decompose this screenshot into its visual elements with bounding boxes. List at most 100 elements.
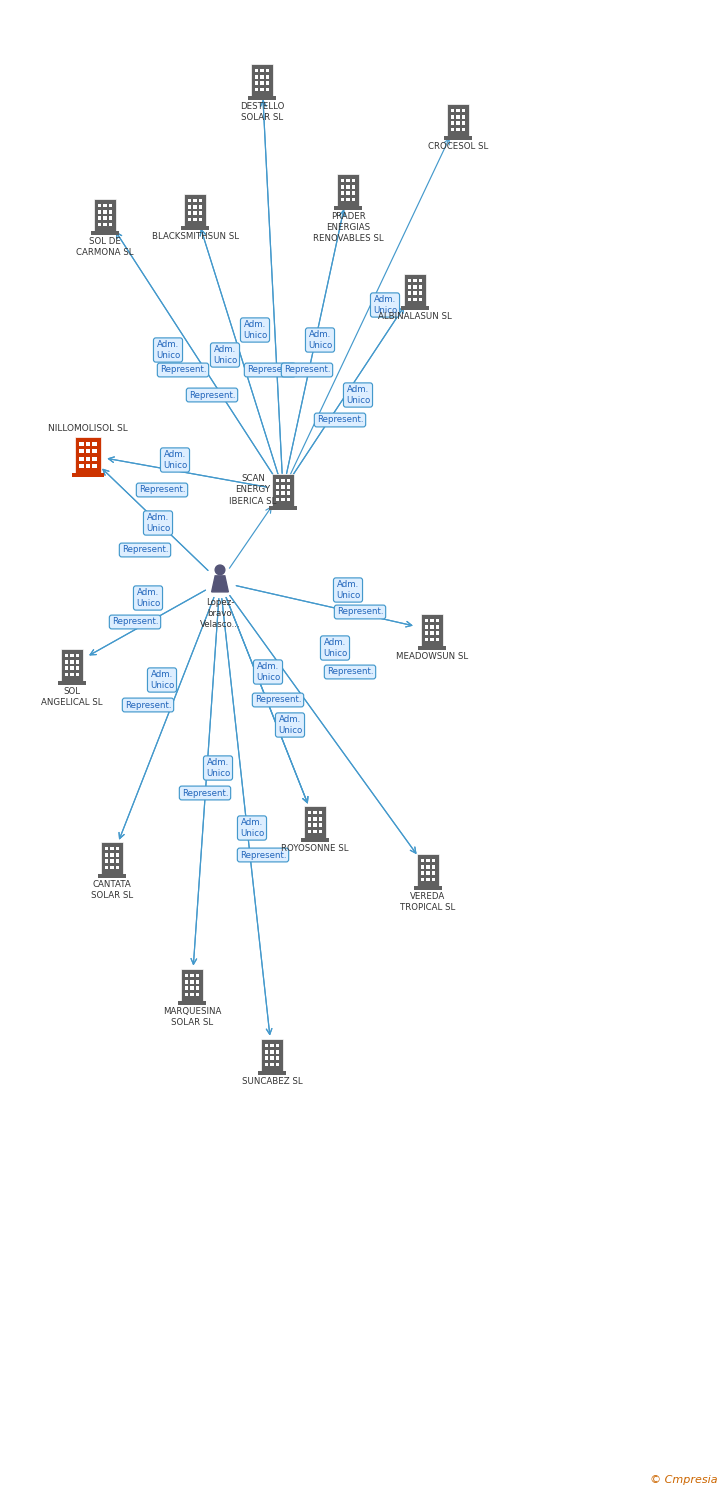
Bar	[426, 871, 430, 874]
Bar	[188, 198, 191, 202]
Bar	[270, 1064, 274, 1066]
Bar	[430, 626, 434, 628]
Bar	[199, 206, 202, 209]
Bar	[347, 198, 349, 201]
Bar	[185, 974, 189, 976]
Bar	[255, 88, 258, 92]
Bar	[424, 632, 428, 634]
Bar	[456, 116, 460, 118]
Bar	[456, 108, 460, 112]
Bar	[313, 830, 317, 834]
Bar	[444, 136, 472, 140]
Bar	[185, 987, 189, 990]
Text: Represent.: Represent.	[124, 700, 171, 709]
Bar	[76, 666, 79, 670]
Bar	[414, 298, 417, 302]
Bar	[92, 442, 97, 446]
Text: Lopez-
bravo
Velasco...: Lopez- bravo Velasco...	[199, 598, 240, 628]
Bar	[65, 654, 68, 657]
Bar	[287, 478, 290, 482]
Bar	[287, 492, 290, 495]
Bar	[255, 75, 258, 78]
Text: Adm.
Unico: Adm. Unico	[323, 639, 347, 657]
Bar	[70, 666, 74, 670]
Bar	[430, 618, 434, 622]
Text: NILLOMOLISOL SL: NILLOMOLISOL SL	[48, 424, 128, 433]
Bar	[421, 865, 424, 868]
Bar	[401, 306, 429, 310]
Bar	[276, 1050, 280, 1053]
Bar	[287, 498, 290, 501]
Bar	[101, 842, 123, 874]
Bar	[70, 654, 74, 657]
Bar	[76, 654, 79, 657]
Bar	[266, 75, 269, 78]
Text: Adm.
Unico: Adm. Unico	[206, 759, 230, 777]
Bar	[270, 1056, 274, 1060]
Bar	[199, 211, 202, 214]
Bar	[419, 298, 422, 302]
Bar	[432, 878, 435, 882]
Bar	[414, 279, 417, 282]
Bar	[308, 824, 312, 827]
Bar	[103, 224, 107, 226]
Bar	[462, 122, 465, 124]
Bar	[105, 859, 108, 862]
Bar	[181, 226, 209, 230]
Bar	[86, 450, 90, 453]
Bar	[419, 285, 422, 288]
Bar	[199, 198, 202, 202]
Bar	[436, 638, 439, 642]
Bar	[185, 993, 189, 996]
Bar	[251, 64, 273, 96]
Bar	[347, 192, 349, 195]
Text: Represent.: Represent.	[255, 696, 301, 705]
Bar	[86, 442, 90, 446]
Bar	[308, 830, 312, 834]
Text: MARQUESINA
SOLAR SL: MARQUESINA SOLAR SL	[163, 1007, 221, 1028]
Bar	[261, 1040, 283, 1071]
Bar	[193, 217, 197, 222]
Bar	[188, 211, 191, 214]
Bar	[408, 298, 411, 302]
Text: Represent.: Represent.	[122, 546, 168, 555]
Bar	[341, 192, 344, 195]
Bar	[341, 184, 344, 189]
Text: BLACKSMITHSUN SL: BLACKSMITHSUN SL	[151, 232, 239, 242]
Bar	[447, 104, 469, 136]
Bar	[76, 674, 79, 676]
Bar	[276, 1064, 280, 1066]
Bar	[255, 69, 258, 72]
Bar	[266, 81, 269, 86]
Bar	[108, 204, 112, 207]
Bar	[116, 865, 119, 870]
Bar	[86, 456, 90, 460]
Text: VEREDA
TROPICAL SL: VEREDA TROPICAL SL	[400, 892, 456, 912]
Bar	[65, 660, 68, 663]
Bar	[70, 674, 74, 676]
Bar	[260, 81, 264, 86]
Bar	[462, 128, 465, 132]
Bar	[419, 646, 446, 650]
Bar	[94, 200, 116, 231]
Bar	[419, 279, 422, 282]
Bar	[72, 472, 104, 477]
Bar	[451, 116, 454, 118]
Bar	[91, 231, 119, 236]
Bar	[308, 818, 312, 821]
Text: Adm.
Unico: Adm. Unico	[308, 330, 332, 350]
Bar	[103, 204, 107, 207]
Bar	[426, 878, 430, 882]
Text: Adm.
Unico: Adm. Unico	[243, 321, 267, 339]
Bar	[79, 456, 84, 460]
Bar	[430, 632, 434, 634]
Text: Adm.
Unico: Adm. Unico	[336, 580, 360, 600]
Bar	[281, 492, 285, 495]
Bar	[341, 198, 344, 201]
Bar	[265, 1050, 269, 1053]
Bar	[432, 871, 435, 874]
Text: ROYOSONNE SL: ROYOSONNE SL	[281, 844, 349, 853]
Text: Adm.
Unico: Adm. Unico	[346, 386, 370, 405]
Text: Represent.: Represent.	[182, 789, 229, 798]
Bar	[196, 980, 199, 984]
